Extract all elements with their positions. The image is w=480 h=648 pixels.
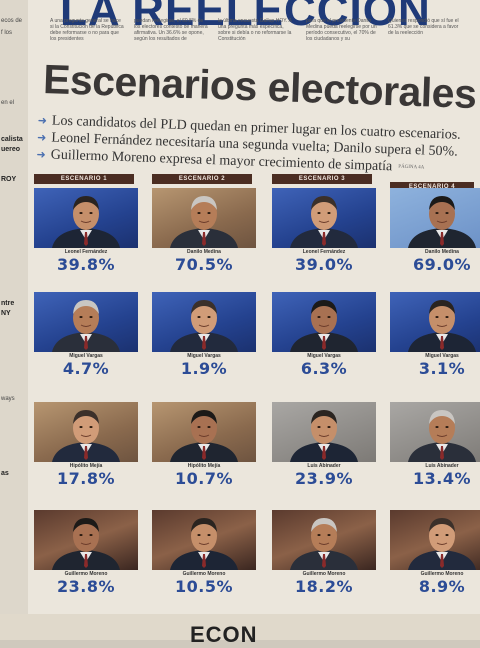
next-article-strip: ECON [0, 614, 480, 647]
luis-abinader-photo [390, 402, 480, 462]
candidate-name: Miguel Vargas [69, 353, 103, 359]
adjacent-page-text: as [1, 470, 9, 477]
candidate-percentage: 69.0% [412, 255, 471, 274]
adjacent-page-text: NY [1, 310, 11, 317]
candidate-name: Luis Abinader [425, 463, 459, 469]
luis-abinader-photo [272, 402, 376, 462]
arrow-icon: ➜ [36, 147, 46, 162]
candidate-percentage: 23.9% [294, 469, 353, 488]
danilo-medina-photo [390, 188, 480, 248]
miguel-vargas-photo [272, 292, 376, 352]
hipolito-mejia-photo [34, 402, 138, 462]
candidate-percentage: 8.9% [418, 577, 466, 596]
scenario-header-3: ESCENARIO 3 [272, 174, 372, 184]
adjacent-page-text: ntre [1, 300, 15, 307]
intro-column-text: Quienes respondió que sí fue el 61.3% qu… [388, 18, 459, 36]
adjacent-page-text: calista [1, 136, 23, 143]
candidate-name: Hipólito Mejía [187, 463, 221, 469]
scenario-header-4: ESCENARIO 4 [390, 182, 474, 192]
candidate-percentage: 23.8% [56, 577, 115, 596]
intro-column-text: A una pregunta general se hace si la Con… [50, 18, 124, 42]
candidate-percentage: 18.2% [294, 577, 353, 596]
intro-column-text: la última encuesta Gallup-HOY. A una pre… [218, 18, 292, 42]
guillermo-moreno-photo [34, 510, 138, 570]
candidate-name: Leonel Fernández [64, 249, 108, 255]
miguel-vargas-photo [390, 292, 480, 352]
candidate-name: Miguel Vargas [307, 353, 341, 359]
next-article-fragment: ECON [190, 622, 258, 647]
masthead-headline: LA REELECCIÓN [60, 0, 431, 35]
candidate-name: Miguel Vargas [425, 353, 459, 359]
candidate-percentage: 6.3% [300, 359, 348, 378]
candidate-percentage: 4.7% [62, 359, 110, 378]
scenarios-grid: ESCENARIO 1 Leonel Fernández 39.8% Miguel V… [30, 168, 480, 618]
guillermo-moreno-photo [152, 510, 256, 570]
leonel-fernandez-photo [34, 188, 138, 248]
arrow-icon: ➜ [37, 113, 48, 128]
intro-columns: A una pregunta general se hace si la Con… [48, 18, 459, 58]
adjacent-page-text: f los [1, 30, 13, 36]
candidate-name: Danilo Medina [425, 249, 459, 255]
adjacent-page-text: ways [1, 396, 15, 402]
candidate-name: Hipólito Mejía [69, 463, 103, 469]
adjacent-page-text: ecos de [1, 18, 23, 24]
candidate-name: Guillermo Moreno [64, 571, 108, 577]
candidate-percentage: 3.1% [418, 359, 466, 378]
candidate-percentage: 10.7% [174, 469, 233, 488]
candidate-name: Luis Abinader [307, 463, 341, 469]
candidate-name: Leonel Fernández [302, 249, 346, 255]
candidate-percentage: 39.0% [294, 255, 353, 274]
candidate-name: Guillermo Moreno [420, 571, 464, 577]
miguel-vargas-photo [152, 292, 256, 352]
candidate-percentage: 70.5% [174, 255, 233, 274]
scenario-header-1: ESCENARIO 1 [34, 174, 134, 184]
danilo-medina-photo [152, 188, 256, 248]
leonel-fernandez-photo [272, 188, 376, 248]
guillermo-moreno-photo [272, 510, 376, 570]
adjacent-page-strip: ecos de f los en el calista uereo ROY ntre NY wa… [0, 0, 30, 640]
arrow-icon: ➜ [36, 130, 47, 145]
candidate-percentage: 17.8% [56, 469, 115, 488]
miguel-vargas-photo [34, 292, 138, 352]
intro-column-text: puedan reelegirse, el 60.8% de los elect… [134, 18, 208, 42]
adjacent-page-text: en el [1, 100, 15, 106]
adjacent-page-text: ROY [1, 176, 17, 183]
candidate-name: Guillermo Moreno [182, 571, 226, 577]
candidate-name: Guillermo Moreno [302, 571, 346, 577]
guillermo-moreno-photo [390, 510, 480, 570]
adjacent-page-text: uereo [1, 146, 21, 153]
hipolito-mejia-photo [152, 402, 256, 462]
scenario-header-2: ESCENARIO 2 [152, 174, 252, 184]
candidate-percentage: 1.9% [180, 359, 228, 378]
candidate-percentage: 10.5% [174, 577, 233, 596]
candidate-name: Miguel Vargas [187, 353, 221, 359]
candidate-name: Danilo Medina [187, 249, 221, 255]
intro-column-text: para que el presidente Danilo Medina pue… [306, 18, 377, 42]
candidate-percentage: 13.4% [412, 469, 471, 488]
candidate-percentage: 39.8% [56, 255, 115, 274]
